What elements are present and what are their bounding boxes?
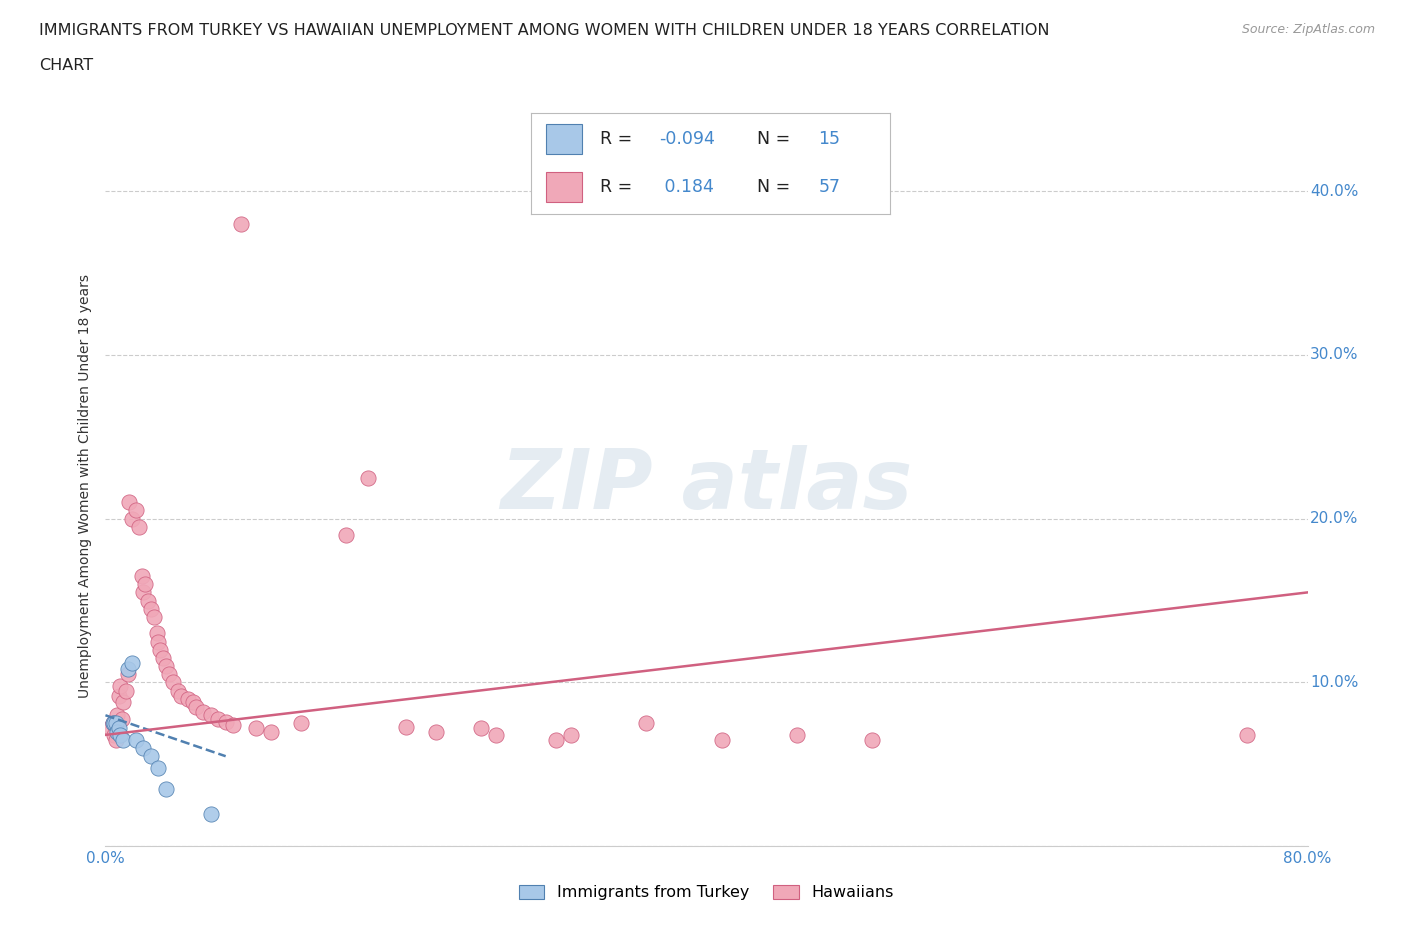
Point	[335, 527, 357, 542]
Point	[103, 727, 125, 742]
Point	[117, 662, 139, 677]
Point	[152, 650, 174, 665]
Point	[207, 711, 229, 726]
Point	[121, 512, 143, 526]
Point	[98, 721, 121, 736]
Text: 40.0%: 40.0%	[1310, 183, 1358, 199]
Point	[101, 716, 124, 731]
Point	[146, 634, 169, 649]
Point	[245, 721, 267, 736]
Point	[132, 585, 155, 600]
Point	[136, 593, 159, 608]
Point	[139, 749, 162, 764]
Point	[155, 658, 177, 673]
Point	[425, 724, 447, 739]
Text: N =: N =	[758, 178, 790, 196]
Text: -0.094: -0.094	[659, 129, 714, 148]
Point	[108, 688, 131, 703]
Point	[128, 520, 150, 535]
Point	[162, 675, 184, 690]
Point	[560, 727, 582, 742]
Point	[124, 503, 146, 518]
Point	[146, 760, 169, 775]
Point	[395, 719, 418, 734]
Bar	[546, 172, 582, 202]
Point	[485, 727, 508, 742]
Point	[166, 684, 188, 698]
Text: 15: 15	[818, 129, 841, 148]
Point	[111, 711, 134, 726]
Point	[710, 733, 733, 748]
Text: 20.0%: 20.0%	[1310, 512, 1358, 526]
Text: 10.0%: 10.0%	[1310, 675, 1358, 690]
Point	[860, 733, 883, 748]
Point	[107, 708, 129, 723]
Point	[222, 718, 245, 733]
Y-axis label: Unemployment Among Women with Children Under 18 years: Unemployment Among Women with Children U…	[79, 274, 93, 698]
Point	[1236, 727, 1258, 742]
Point	[103, 716, 125, 731]
Point	[260, 724, 283, 739]
Point	[112, 733, 135, 748]
Text: 30.0%: 30.0%	[1310, 348, 1358, 363]
Point	[145, 626, 167, 641]
Point	[115, 684, 138, 698]
Point	[131, 568, 153, 583]
Point	[132, 740, 155, 755]
Point	[184, 699, 207, 714]
Point	[110, 727, 132, 742]
Point	[107, 724, 129, 739]
Point	[112, 695, 135, 710]
Point	[200, 806, 222, 821]
Point	[470, 721, 492, 736]
Point	[191, 705, 214, 720]
Point	[157, 667, 180, 682]
Text: Source: ZipAtlas.com: Source: ZipAtlas.com	[1241, 23, 1375, 36]
Text: R =: R =	[599, 178, 631, 196]
Text: R =: R =	[599, 129, 631, 148]
Point	[636, 716, 658, 731]
Point	[786, 727, 808, 742]
Text: 57: 57	[818, 178, 841, 196]
Point	[177, 691, 200, 706]
Point	[108, 721, 131, 736]
Text: ZIP atlas: ZIP atlas	[501, 445, 912, 526]
Point	[124, 733, 146, 748]
Point	[104, 733, 127, 748]
Text: IMMIGRANTS FROM TURKEY VS HAWAIIAN UNEMPLOYMENT AMONG WOMEN WITH CHILDREN UNDER : IMMIGRANTS FROM TURKEY VS HAWAIIAN UNEMP…	[39, 23, 1050, 38]
Legend: Immigrants from Turkey, Hawaiians: Immigrants from Turkey, Hawaiians	[512, 879, 901, 907]
Point	[229, 217, 252, 232]
Bar	[546, 124, 582, 153]
Point	[117, 667, 139, 682]
Point	[118, 495, 141, 510]
Text: N =: N =	[758, 129, 790, 148]
Point	[357, 471, 380, 485]
Point	[169, 688, 191, 703]
Point	[155, 781, 177, 796]
Point	[110, 678, 132, 693]
Point	[104, 716, 127, 731]
Point	[181, 695, 204, 710]
Text: CHART: CHART	[39, 58, 93, 73]
Point	[290, 716, 312, 731]
Point	[214, 714, 236, 729]
Point	[121, 656, 143, 671]
Point	[200, 708, 222, 723]
Point	[139, 602, 162, 617]
Point	[134, 577, 156, 591]
Point	[142, 609, 165, 624]
Text: 0.184: 0.184	[659, 178, 714, 196]
Point	[148, 643, 170, 658]
Point	[546, 733, 568, 748]
Point	[101, 716, 124, 731]
